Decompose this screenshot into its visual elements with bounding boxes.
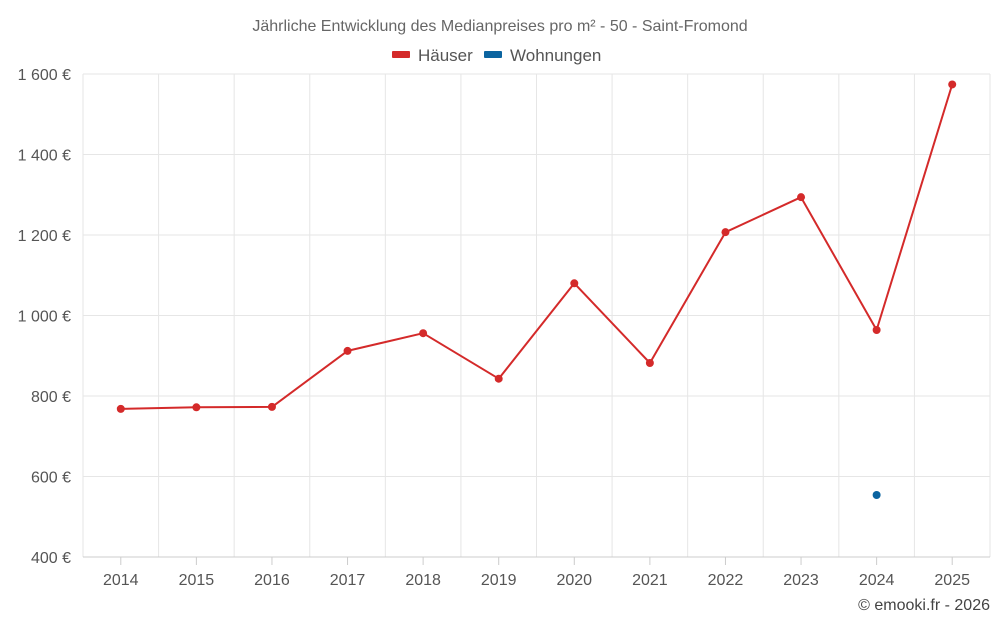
data-point-haeuser[interactable] <box>872 325 881 334</box>
data-point-haeuser[interactable] <box>267 402 276 411</box>
y-tick-label: 1 000 € <box>18 309 71 326</box>
x-tick-label: 2023 <box>783 572 819 589</box>
x-tick-label: 2025 <box>934 572 970 589</box>
y-tick-label: 400 € <box>31 550 71 567</box>
y-tick-label: 1 200 € <box>18 228 71 245</box>
series-wohnungen <box>872 491 881 500</box>
x-tick-label: 2016 <box>254 572 290 589</box>
data-point-haeuser[interactable] <box>116 404 125 413</box>
series-haeuser <box>116 80 957 413</box>
data-point-haeuser[interactable] <box>948 80 957 89</box>
x-tick-label: 2020 <box>556 572 592 589</box>
grid <box>82 73 991 557</box>
x-tick-label: 2021 <box>632 572 668 589</box>
data-point-haeuser[interactable] <box>570 279 579 288</box>
data-point-haeuser[interactable] <box>797 193 806 202</box>
data-point-haeuser[interactable] <box>494 374 503 383</box>
legend-swatch-wohnungen <box>484 51 502 58</box>
legend-item-wohnungen[interactable]: Wohnungen <box>484 46 601 65</box>
legend: Häuser Wohnungen <box>392 46 601 65</box>
x-tick-label: 2024 <box>859 572 895 589</box>
x-tick-label: 2014 <box>103 572 139 589</box>
x-tick-label: 2017 <box>330 572 366 589</box>
legend-item-haeuser[interactable]: Häuser <box>392 46 473 65</box>
data-point-wohnungen[interactable] <box>872 491 881 500</box>
y-tick-label: 1 600 € <box>18 67 71 84</box>
y-tick-label: 800 € <box>31 389 71 406</box>
data-point-haeuser[interactable] <box>192 403 201 412</box>
data-point-haeuser[interactable] <box>645 358 654 367</box>
y-axis-ticks: 400 € 600 € 800 € 1 000 € 1 200 € 1 400 € 1 60… <box>18 67 71 567</box>
y-tick-label: 1 400 € <box>18 148 71 165</box>
series-line-haeuser <box>119 83 954 410</box>
legend-label-wohnungen: Wohnungen <box>510 46 601 65</box>
credit-text: © emooki.fr - 2026 <box>858 597 990 614</box>
chart-title: Jährliche Entwicklung des Medianpreises … <box>252 18 747 35</box>
x-tick-label: 2022 <box>708 572 744 589</box>
legend-swatch-haeuser <box>392 51 410 58</box>
x-axis-ticks: 2014 2015 2016 2017 2018 2019 2020 2021 2022 2023… <box>103 557 970 589</box>
x-tick-label: 2019 <box>481 572 517 589</box>
data-point-haeuser[interactable] <box>343 346 352 355</box>
x-tick-label: 2018 <box>405 572 441 589</box>
data-point-haeuser[interactable] <box>419 329 428 338</box>
series <box>116 80 957 500</box>
y-tick-label: 600 € <box>31 470 71 487</box>
legend-label-haeuser: Häuser <box>418 46 473 65</box>
x-tick-label: 2015 <box>179 572 215 589</box>
data-point-haeuser[interactable] <box>721 228 730 237</box>
